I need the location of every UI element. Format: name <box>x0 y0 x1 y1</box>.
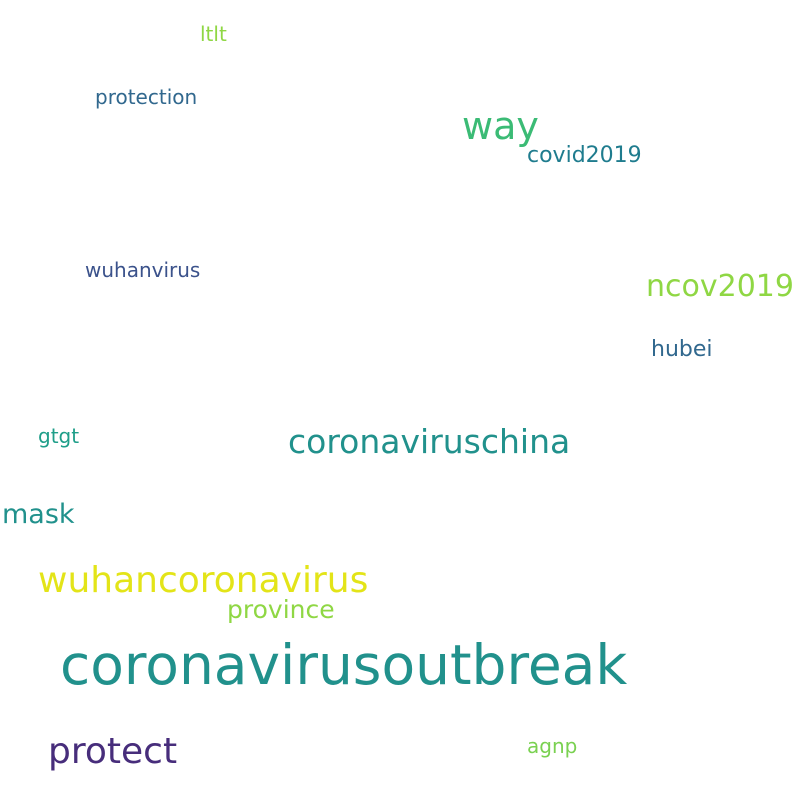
word-hubei: hubei <box>651 337 713 362</box>
word-coronaviruschina: coronaviruschina <box>288 422 571 461</box>
word-wuhancoronavirus: wuhancoronavirus <box>38 560 369 601</box>
word-mask: mask <box>2 499 75 530</box>
word-ltlt: ltlt <box>200 22 227 46</box>
word-gtgt: gtgt <box>38 424 80 448</box>
word-coronavirusoutbreak: coronavirusoutbreak <box>60 633 628 697</box>
word-agnp: agnp <box>527 734 578 758</box>
word-protect: protect <box>48 731 178 772</box>
word-ncov2019: ncov2019 <box>646 269 794 304</box>
word-province: province <box>227 595 335 624</box>
word-covid2019: covid2019 <box>527 143 642 168</box>
word-way: way <box>462 104 539 148</box>
word-wuhanvirus: wuhanvirus <box>85 258 201 282</box>
word-protection: protection <box>95 85 198 109</box>
